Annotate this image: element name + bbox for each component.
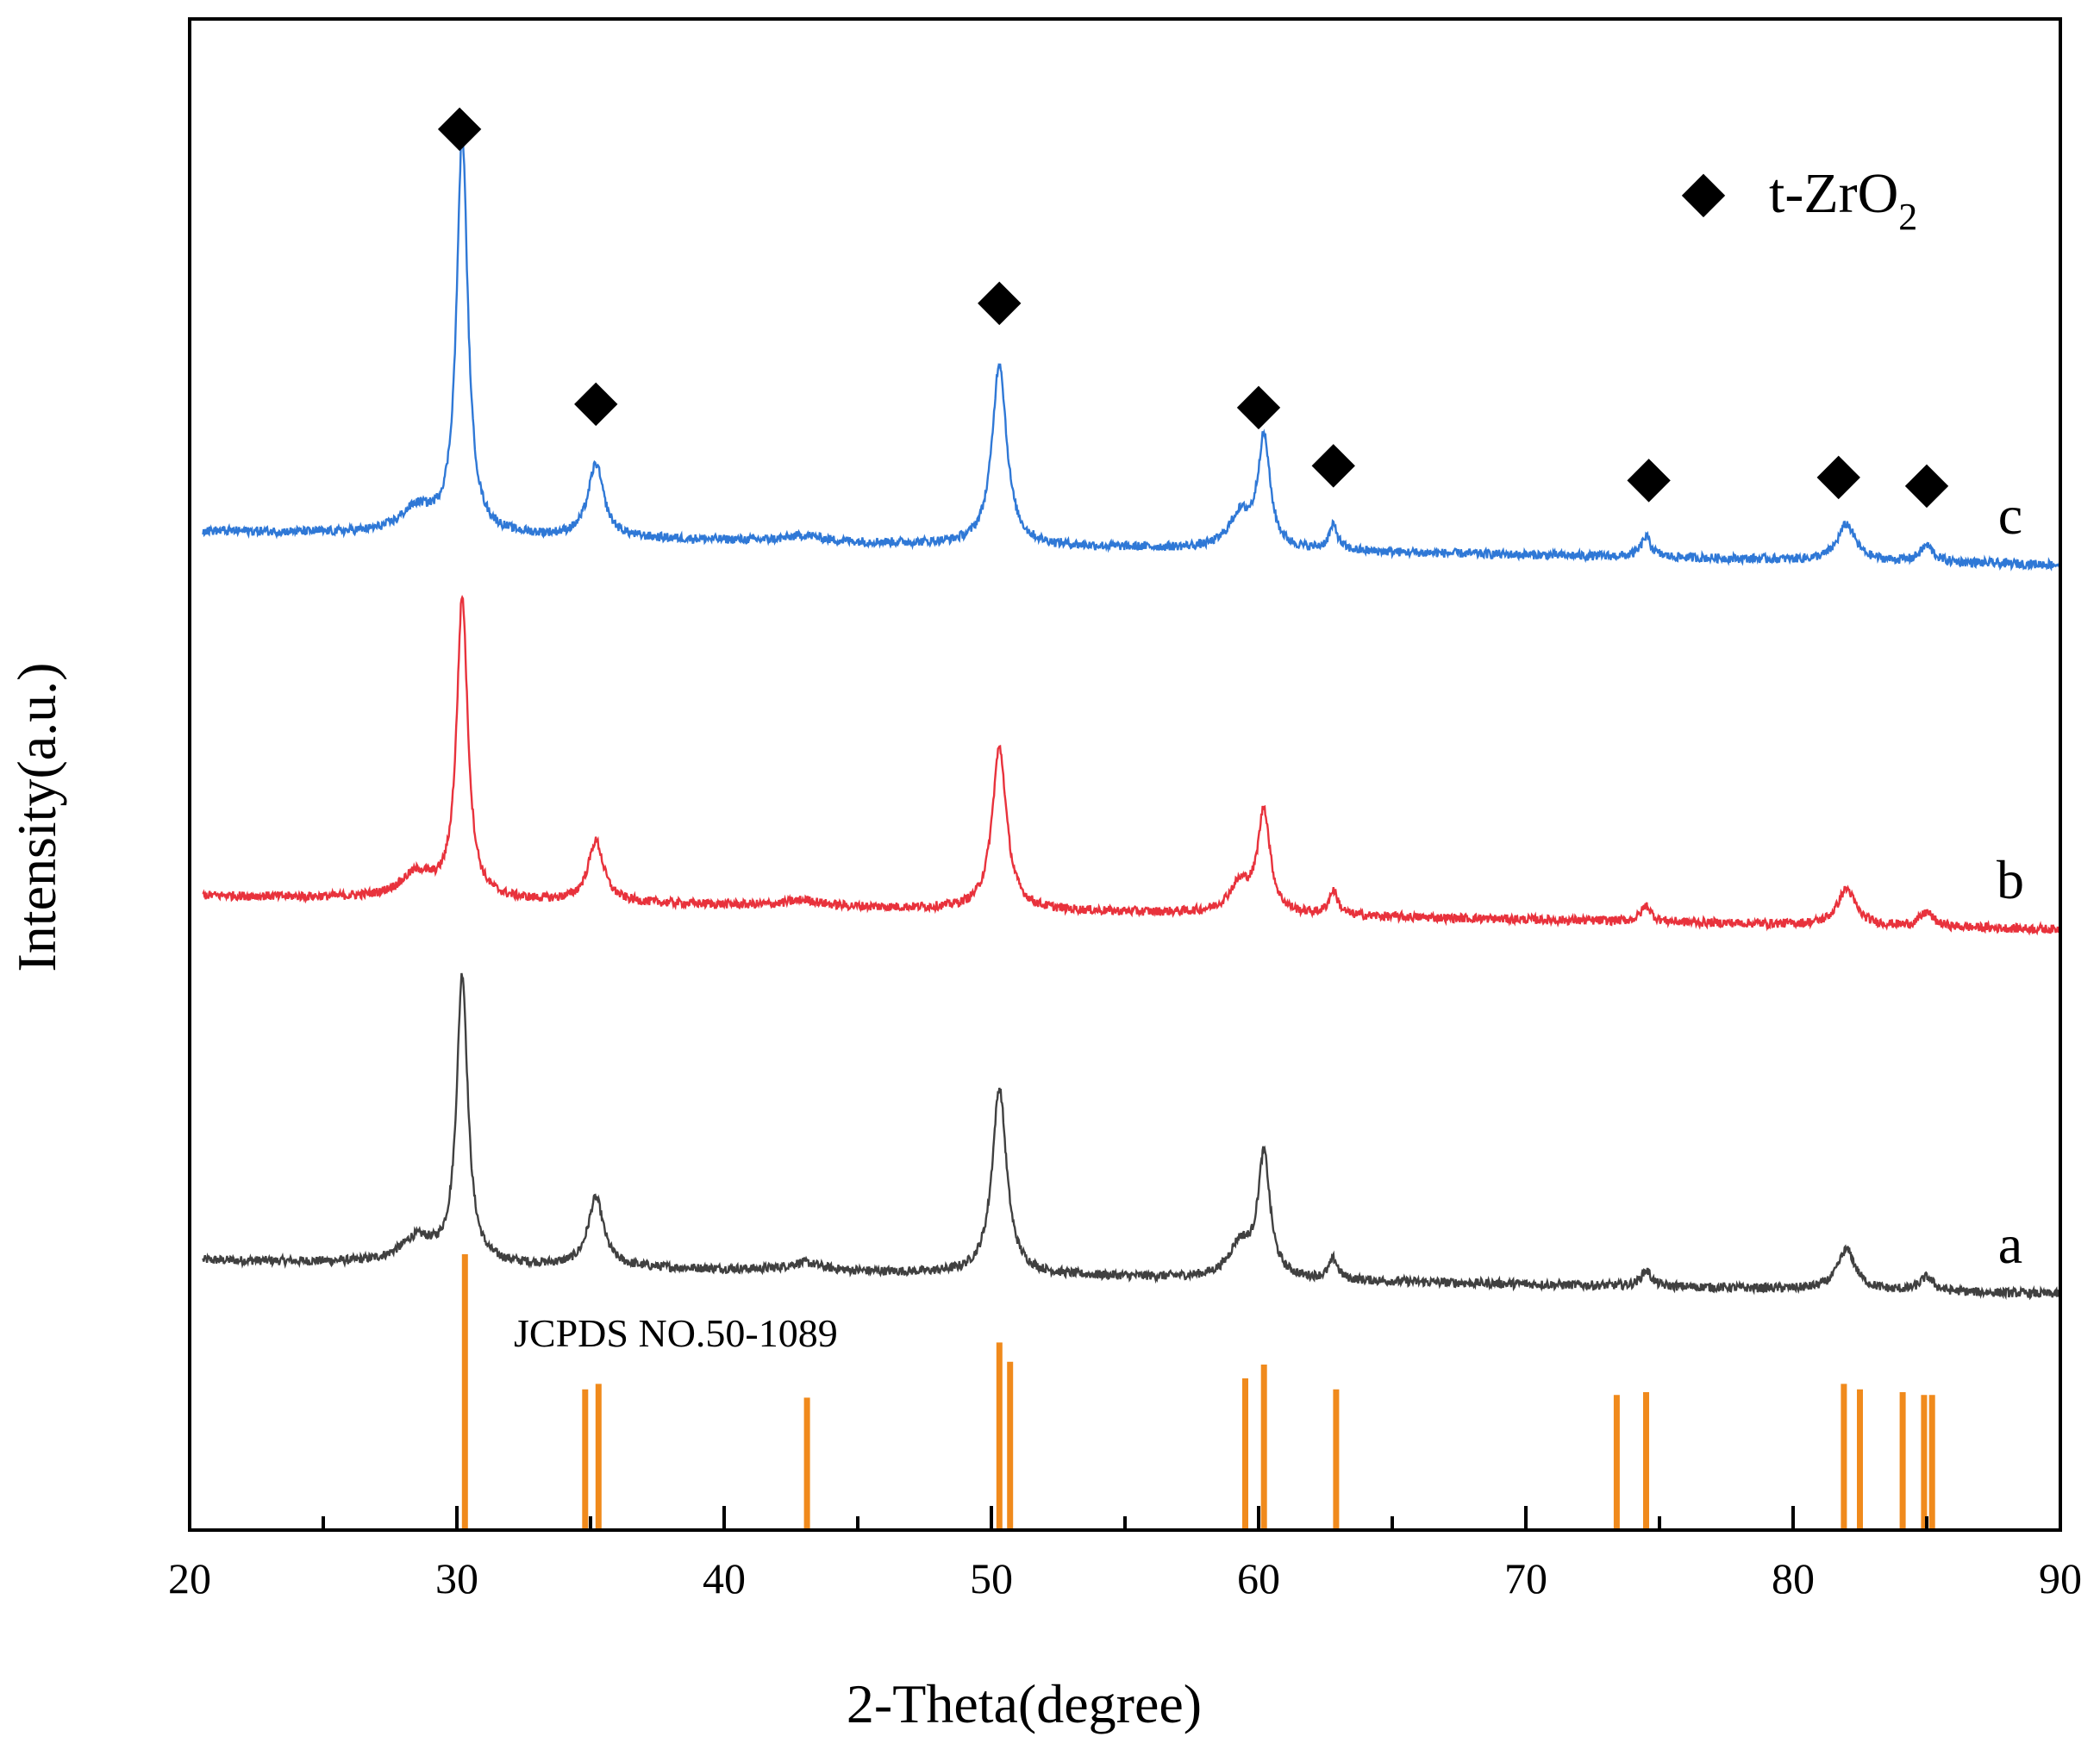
- peak-markers: ◆ ◆ ◆ ◆ ◆ ◆ ◆ ◆: [438, 94, 1949, 514]
- peak-marker-1: ◆: [574, 369, 618, 432]
- y-axis-title: Intensity(a.u.): [6, 663, 67, 972]
- series-a-line: [202, 972, 2062, 1301]
- reference-label: JCPDS NO.50-1089: [514, 1311, 838, 1355]
- x-tick-label-70: 70: [1504, 1554, 1547, 1602]
- x-tick-label-30: 30: [435, 1554, 478, 1602]
- peak-marker-6: ◆: [1816, 442, 1860, 505]
- reference-lines: [461, 1254, 1935, 1530]
- series-b-label: b: [1997, 849, 2024, 910]
- peak-marker-4: ◆: [1311, 430, 1355, 493]
- legend-label: t-ZrO2: [1769, 162, 1917, 238]
- x-tick-label-20: 20: [168, 1554, 211, 1602]
- series-a-label: a: [1998, 1214, 2022, 1275]
- peak-marker-5: ◆: [1627, 446, 1671, 509]
- axes: 20 30 40 50 60 70 80 90: [168, 17, 2082, 1602]
- peak-marker-0: ◆: [438, 94, 482, 157]
- x-tick-label-80: 80: [1772, 1554, 1815, 1602]
- series-c-label: c: [1998, 484, 2022, 546]
- x-tick-label-90: 90: [2039, 1554, 2082, 1602]
- peak-marker-2: ◆: [978, 268, 1022, 331]
- series-b-line: [202, 594, 2061, 936]
- legend: ◆ t-ZrO2: [1682, 160, 1918, 238]
- peak-marker-7: ◆: [1905, 451, 1949, 514]
- legend-label-main: t-ZrO: [1769, 162, 1898, 225]
- x-tick-label-60: 60: [1237, 1554, 1280, 1602]
- x-tick-label-50: 50: [970, 1554, 1013, 1602]
- legend-marker: ◆: [1682, 160, 1726, 223]
- peak-marker-3: ◆: [1237, 372, 1281, 435]
- series-layer: a b c: [202, 130, 2062, 1301]
- x-axis-title: 2-Theta(degree): [847, 1673, 1202, 1734]
- series-c-line: [202, 130, 2062, 572]
- x-tick-label-40: 40: [703, 1554, 746, 1602]
- legend-label-subscript: 2: [1898, 196, 1917, 238]
